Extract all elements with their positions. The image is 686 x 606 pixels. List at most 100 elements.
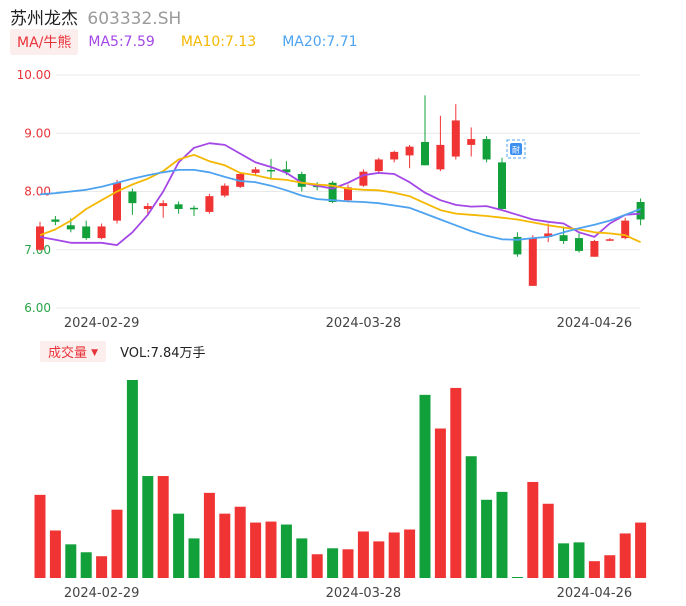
volume-bar[interactable] bbox=[111, 509, 123, 578]
volume-indicator-tag[interactable]: 成交量 ▼ bbox=[40, 340, 107, 362]
price-x-label: 2024-03-28 bbox=[326, 316, 402, 330]
candlestick[interactable] bbox=[636, 198, 645, 226]
volume-bar[interactable] bbox=[434, 428, 446, 578]
candle-body bbox=[359, 171, 368, 186]
candle-body bbox=[113, 182, 121, 221]
candlestick[interactable] bbox=[559, 226, 568, 244]
volume-bar[interactable] bbox=[126, 380, 138, 578]
candlestick[interactable] bbox=[359, 169, 368, 187]
candle-body bbox=[143, 206, 152, 209]
ma20-legend: MA20:7.71 bbox=[282, 34, 358, 50]
volume-x-label: 2024-03-28 bbox=[326, 586, 402, 601]
candlestick[interactable] bbox=[482, 136, 491, 163]
volume-bar[interactable] bbox=[65, 544, 77, 578]
volume-bar[interactable] bbox=[619, 533, 631, 578]
volume-bar[interactable] bbox=[465, 456, 477, 578]
volume-legend: 成交量 ▼ VOL:7.84万手 bbox=[40, 340, 206, 362]
candlestick[interactable] bbox=[82, 220, 91, 240]
candle-body bbox=[174, 204, 183, 209]
candlestick[interactable] bbox=[97, 223, 106, 240]
dropdown-caret-icon: ▼ bbox=[91, 347, 99, 358]
candlestick[interactable] bbox=[513, 232, 522, 257]
candlestick[interactable] bbox=[390, 150, 399, 163]
candle-body bbox=[605, 239, 614, 241]
event-marker-label: 耐 bbox=[512, 145, 520, 155]
volume-bar[interactable] bbox=[188, 538, 200, 578]
volume-bar[interactable] bbox=[635, 522, 647, 578]
volume-bar[interactable] bbox=[511, 577, 523, 578]
volume-bar[interactable] bbox=[604, 555, 616, 578]
volume-bar[interactable] bbox=[311, 554, 323, 578]
candlestick[interactable] bbox=[528, 235, 537, 286]
candlestick[interactable] bbox=[344, 184, 352, 202]
ma-legend: MA/牛熊 MA5:7.59 MA10:7.13 MA20:7.71 bbox=[10, 29, 384, 55]
event-marker[interactable]: 耐 bbox=[506, 139, 526, 159]
candlestick[interactable] bbox=[159, 200, 168, 218]
price-y-tick: 10.00 bbox=[17, 68, 51, 82]
event-marker-frame bbox=[506, 139, 526, 159]
ma20-line bbox=[39, 169, 641, 241]
candlestick[interactable] bbox=[267, 158, 275, 179]
volume-bar[interactable] bbox=[34, 494, 46, 578]
volume-bar[interactable] bbox=[265, 521, 277, 578]
volume-bar[interactable] bbox=[80, 552, 92, 578]
volume-bar[interactable] bbox=[496, 491, 508, 578]
volume-bar[interactable] bbox=[481, 499, 493, 578]
candlestick[interactable] bbox=[174, 201, 183, 214]
volume-bar[interactable] bbox=[296, 538, 308, 578]
ma-bull-bear-tag[interactable]: MA/牛熊 bbox=[10, 29, 79, 55]
candlestick[interactable] bbox=[467, 127, 476, 157]
candlestick[interactable] bbox=[51, 215, 60, 226]
candle-body bbox=[528, 238, 537, 286]
volume-bar[interactable] bbox=[419, 394, 431, 578]
candlestick[interactable] bbox=[498, 157, 506, 209]
volume-bar[interactable] bbox=[573, 542, 585, 578]
candlestick[interactable] bbox=[297, 171, 306, 192]
volume-bar[interactable] bbox=[142, 476, 154, 578]
volume-bar[interactable] bbox=[342, 549, 354, 578]
volume-bar[interactable] bbox=[558, 543, 570, 578]
volume-bar[interactable] bbox=[234, 506, 246, 578]
volume-bar[interactable] bbox=[280, 524, 292, 578]
candlestick[interactable] bbox=[436, 115, 445, 172]
volume-bar[interactable] bbox=[250, 522, 262, 578]
candlestick[interactable] bbox=[36, 221, 44, 251]
candle-body bbox=[128, 191, 137, 204]
volume-bar[interactable] bbox=[388, 532, 400, 578]
volume-bar[interactable] bbox=[219, 513, 231, 578]
volume-bar[interactable] bbox=[527, 481, 539, 578]
candlestick[interactable] bbox=[421, 95, 429, 166]
volume-bar[interactable] bbox=[373, 541, 385, 578]
candlestick[interactable] bbox=[113, 179, 121, 224]
candlestick[interactable] bbox=[374, 157, 383, 175]
candlestick[interactable] bbox=[190, 205, 198, 216]
candle-body bbox=[159, 203, 168, 207]
candlestick[interactable] bbox=[220, 183, 229, 198]
event-marker-badge bbox=[510, 143, 522, 155]
volume-bar[interactable] bbox=[404, 529, 416, 578]
volume-bar[interactable] bbox=[357, 531, 369, 578]
candle-body bbox=[467, 139, 476, 145]
candlestick[interactable] bbox=[205, 193, 214, 214]
volume-bar[interactable] bbox=[450, 387, 462, 578]
candlestick[interactable] bbox=[251, 167, 260, 176]
volume-bar[interactable] bbox=[49, 530, 61, 578]
candlestick[interactable] bbox=[451, 104, 460, 160]
volume-bar[interactable] bbox=[542, 503, 554, 578]
volume-bar[interactable] bbox=[157, 476, 169, 578]
candlestick[interactable] bbox=[405, 144, 414, 169]
stock-code: 603332.SH bbox=[87, 9, 182, 29]
candlestick[interactable] bbox=[590, 239, 599, 257]
volume-bar[interactable] bbox=[96, 556, 108, 578]
candlestick[interactable] bbox=[605, 238, 614, 242]
volume-bar[interactable] bbox=[327, 548, 339, 578]
volume-bar[interactable] bbox=[588, 561, 600, 578]
candle-body bbox=[421, 141, 429, 166]
candle-body bbox=[97, 226, 106, 239]
candlestick[interactable] bbox=[128, 188, 137, 215]
candlestick[interactable] bbox=[544, 223, 553, 243]
candlestick[interactable] bbox=[575, 233, 583, 253]
volume-bar[interactable] bbox=[203, 492, 215, 578]
ma10-line bbox=[39, 153, 641, 244]
volume-bar[interactable] bbox=[173, 513, 185, 578]
